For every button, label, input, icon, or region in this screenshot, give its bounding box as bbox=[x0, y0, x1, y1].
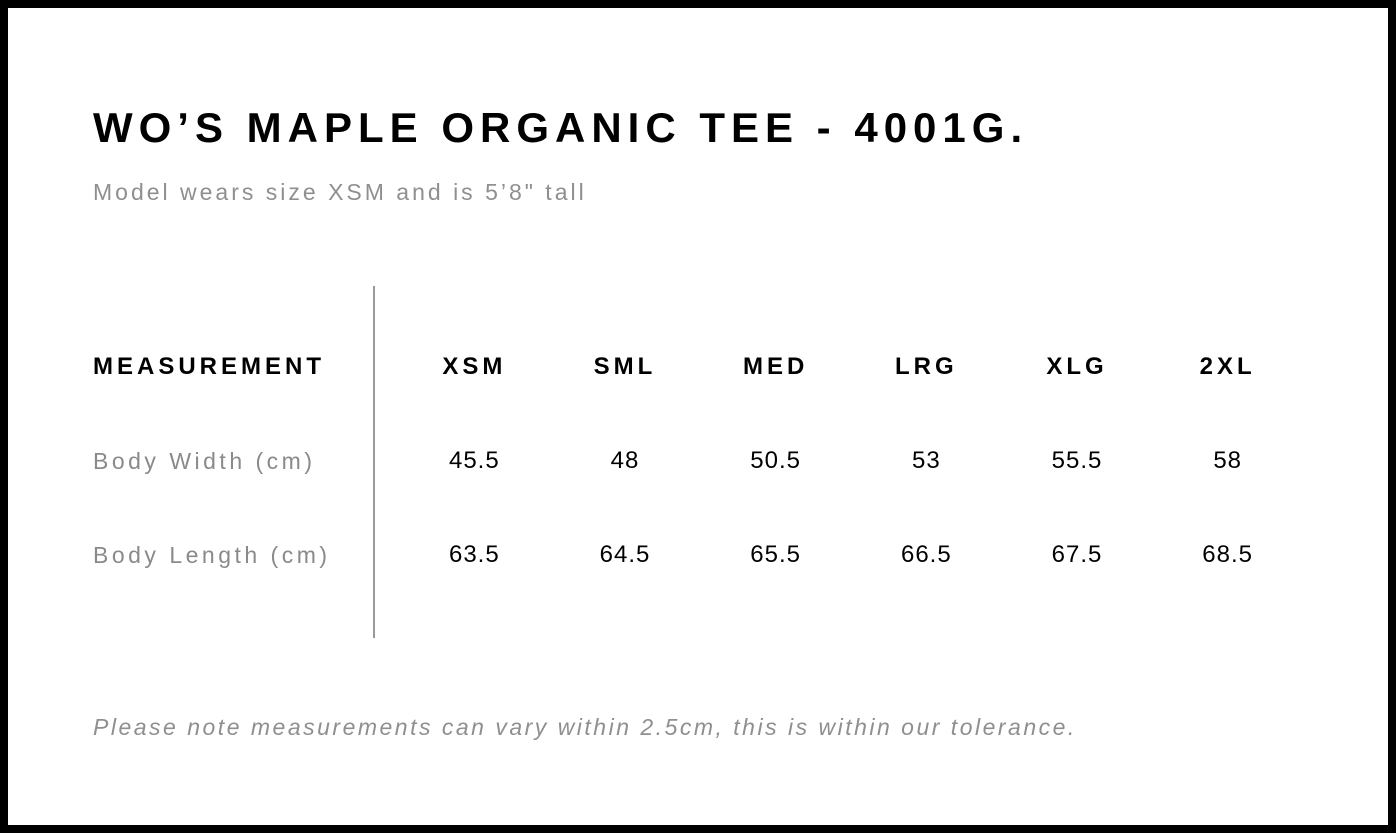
model-size-subtitle: Model wears size XSM and is 5’8" tall bbox=[93, 179, 587, 206]
body-length-xsm: 63.5 bbox=[448, 541, 500, 569]
column-header-med: MED bbox=[742, 353, 809, 381]
body-width-lrg: 53 bbox=[911, 447, 941, 475]
size-chart-table: MEASUREMENT Body Width (cm) Body Length … bbox=[93, 286, 1348, 639]
body-length-values-row: 63.5 64.5 65.5 66.5 67.5 68.5 bbox=[399, 508, 1303, 602]
row-label-body-length: Body Length (cm) bbox=[93, 541, 331, 568]
body-length-lrg: 66.5 bbox=[900, 541, 952, 569]
body-length-med: 65.5 bbox=[750, 541, 802, 569]
size-header-row: XSM SML MED LRG XLG 2XL bbox=[399, 320, 1303, 414]
page-title: WO’S MAPLE ORGANIC TEE - 4001G. bbox=[93, 104, 1029, 151]
column-header-2xl: 2XL bbox=[1199, 353, 1256, 381]
tolerance-note: Please note measurements can vary within… bbox=[93, 714, 1077, 741]
body-width-xlg: 55.5 bbox=[1051, 447, 1103, 475]
table-row: Body Width (cm) bbox=[93, 414, 373, 508]
body-length-2xl: 68.5 bbox=[1202, 541, 1254, 569]
column-header-xsm: XSM bbox=[442, 353, 507, 381]
row-label-body-width: Body Width (cm) bbox=[93, 447, 316, 474]
body-length-sml: 64.5 bbox=[599, 541, 651, 569]
body-width-sml: 48 bbox=[610, 447, 640, 475]
column-header-lrg: LRG bbox=[894, 353, 958, 381]
size-values-section: XSM SML MED LRG XLG 2XL 45.5 48 50.5 53 … bbox=[373, 286, 1303, 639]
size-guide-content: WO’S MAPLE ORGANIC TEE - 4001G. Model we… bbox=[8, 8, 1388, 741]
body-width-2xl: 58 bbox=[1213, 447, 1243, 475]
body-width-xsm: 45.5 bbox=[448, 447, 500, 475]
body-length-xlg: 67.5 bbox=[1051, 541, 1103, 569]
column-header-measurement: MEASUREMENT bbox=[93, 353, 326, 381]
body-width-med: 50.5 bbox=[750, 447, 802, 475]
measurement-label-column: MEASUREMENT Body Width (cm) Body Length … bbox=[93, 286, 373, 638]
column-header-xlg: XLG bbox=[1046, 353, 1108, 381]
body-width-values-row: 45.5 48 50.5 53 55.5 58 bbox=[399, 414, 1303, 508]
column-header-sml: SML bbox=[593, 353, 657, 381]
table-row: Body Length (cm) bbox=[93, 508, 373, 602]
